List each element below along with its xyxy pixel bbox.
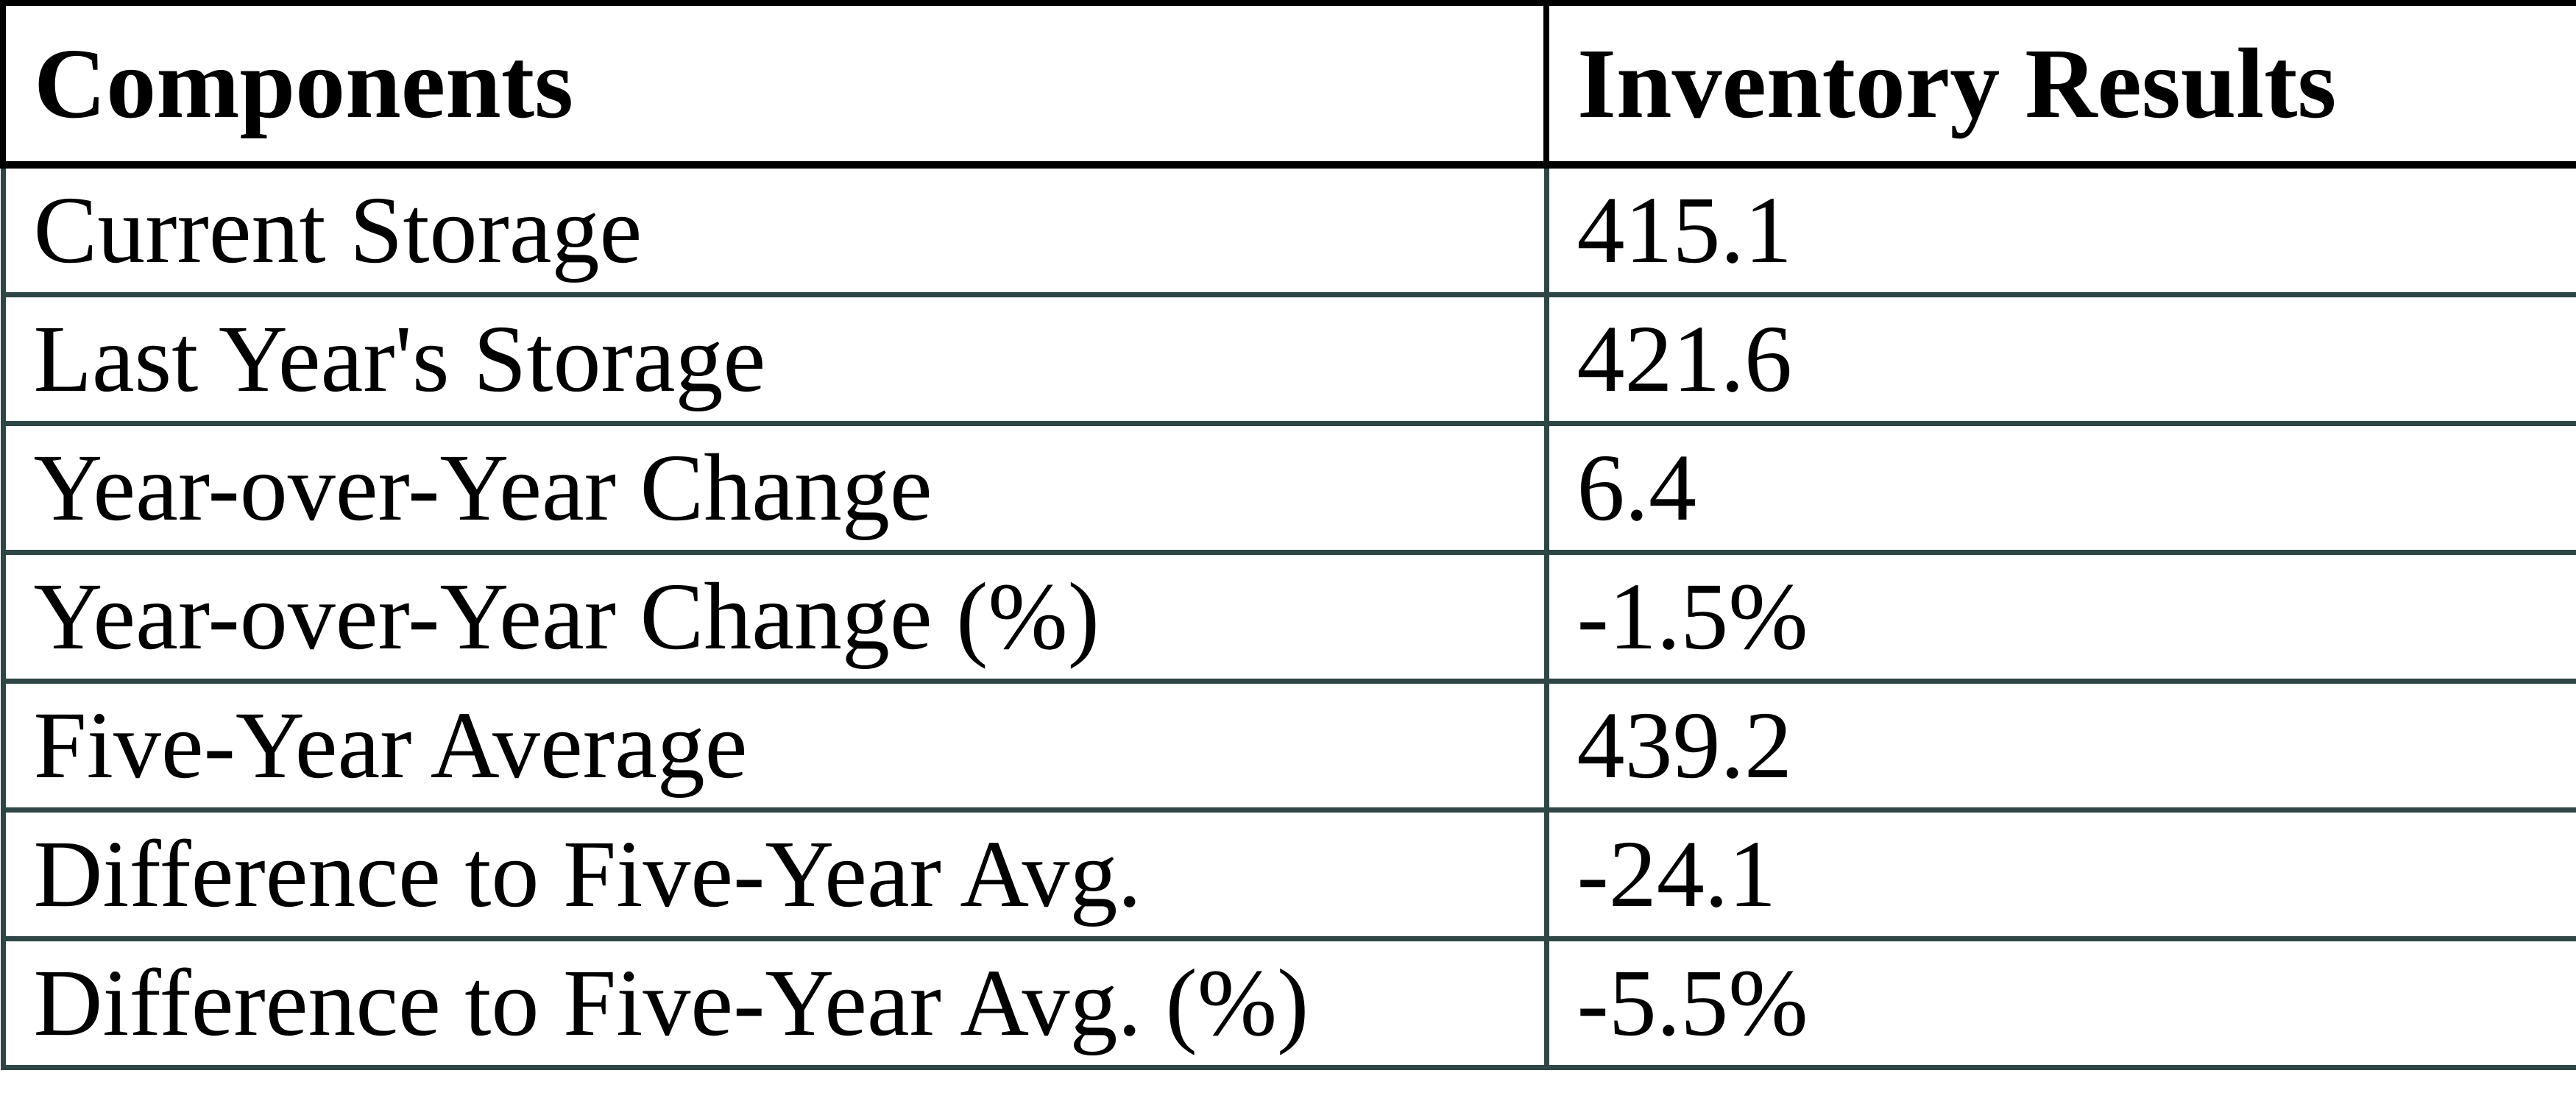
column-header-components: Components [0, 0, 1549, 169]
component-cell: Difference to Five-Year Avg. (%) [0, 936, 1549, 1070]
value-cell: -24.1 [1543, 807, 2576, 941]
table-row: Year-over-Year Change (%) -1.5% [0, 550, 2576, 684]
component-cell: Year-over-Year Change [0, 421, 1549, 555]
component-cell: Current Storage [0, 162, 1549, 297]
component-cell: Five-Year Average [0, 679, 1549, 813]
table-row: Last Year's Storage 421.6 [0, 292, 2576, 426]
value-cell: 415.1 [1543, 162, 2576, 297]
table-row: Year-over-Year Change 6.4 [0, 421, 2576, 555]
value-cell: 421.6 [1543, 292, 2576, 426]
table-row: Five-Year Average 439.2 [0, 679, 2576, 813]
column-header-inventory-results: Inventory Results [1543, 0, 2576, 169]
table-row: Difference to Five-Year Avg. -24.1 [0, 807, 2576, 941]
value-cell: 439.2 [1543, 679, 2576, 813]
value-cell: 6.4 [1543, 421, 2576, 555]
component-cell: Difference to Five-Year Avg. [0, 807, 1549, 941]
component-cell: Year-over-Year Change (%) [0, 550, 1549, 684]
table-row: Difference to Five-Year Avg. (%) -5.5% [0, 936, 2576, 1070]
inventory-results-table: Components Inventory Results Current Sto… [0, 0, 2576, 1070]
table-row: Current Storage 415.1 [0, 162, 2576, 297]
value-cell: -1.5% [1543, 550, 2576, 684]
value-cell: -5.5% [1543, 936, 2576, 1070]
header-row: Components Inventory Results [0, 0, 2576, 169]
component-cell: Last Year's Storage [0, 292, 1549, 426]
